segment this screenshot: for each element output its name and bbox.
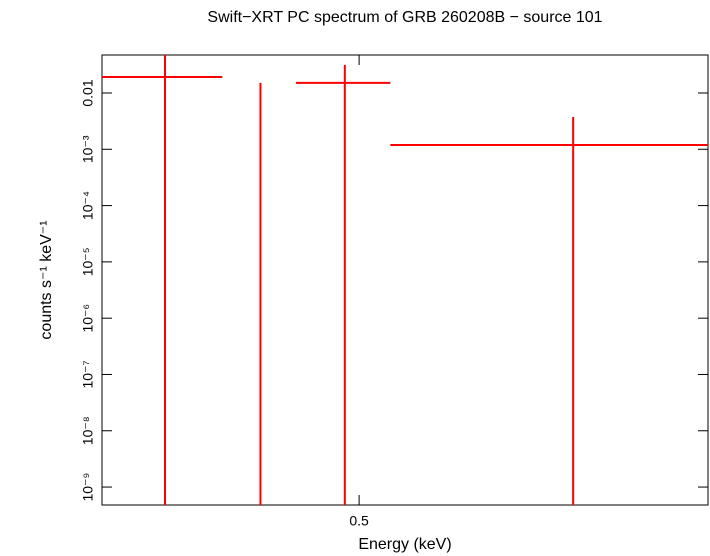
y-tick-label: 10⁻³ — [80, 135, 96, 163]
y-tick-label: 10⁻⁸ — [80, 416, 96, 445]
x-tick-label: 0.5 — [349, 513, 369, 529]
y-tick-label: 10⁻⁴ — [80, 191, 96, 220]
y-axis-label: counts s⁻¹ keV⁻¹ — [38, 220, 55, 339]
y-tick-label: 10⁻⁶ — [80, 304, 96, 333]
y-tick-label: 10⁻⁵ — [80, 247, 96, 276]
x-axis-label: Energy (keV) — [358, 536, 451, 553]
chart-title: Swift−XRT PC spectrum of GRB 260208B − s… — [207, 9, 602, 26]
plot-area — [102, 55, 708, 505]
y-tick-label: 10⁻⁷ — [80, 360, 96, 388]
plot-frame — [101, 54, 709, 506]
y-tick-label: 10⁻⁹ — [80, 473, 96, 502]
y-tick-label: 0.01 — [80, 79, 96, 106]
